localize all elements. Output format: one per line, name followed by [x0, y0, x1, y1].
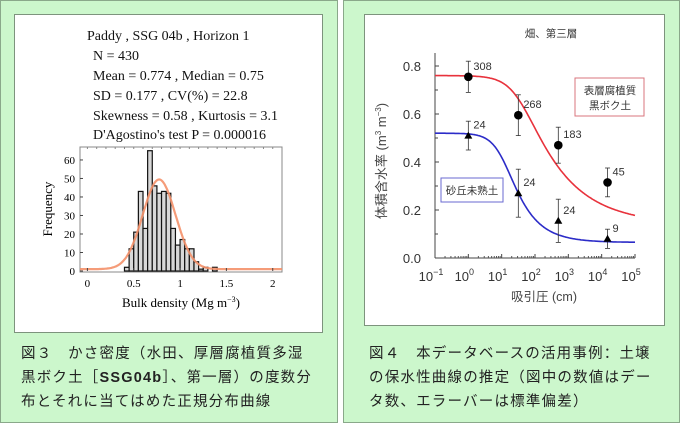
- histogram-bar: [165, 192, 172, 272]
- legend-label-andosol-2: 黒ボク土: [589, 99, 631, 112]
- y-tick-label: 50: [64, 173, 76, 185]
- caption-line: 布とそれに当てはめた正規分布曲線: [21, 394, 272, 410]
- x-axis-label: Bulk density (Mg m−3): [122, 295, 240, 310]
- caption-line: 図４ 本データベースの活用事例：土壌: [369, 346, 651, 362]
- y-tick-label: 10: [64, 247, 76, 259]
- caption-line: の保水性曲線の推定（図中の数値はデー: [369, 370, 652, 386]
- y-tick-label: 0.6: [403, 107, 421, 122]
- x-tick-label: 102: [521, 267, 540, 284]
- data-point-triangle: [464, 131, 473, 139]
- x-tick-label: 104: [588, 267, 607, 284]
- sample-count-label: 9: [613, 223, 619, 235]
- histogram-bar: [151, 185, 158, 272]
- histogram-bar: [179, 238, 186, 272]
- water-retention-chart: 0.0 0.2 0.4 0.6 0.8 10−1 100 101 102 103 104 105 畑、…: [374, 27, 645, 304]
- y-tick-label: 30: [64, 210, 76, 222]
- x-tick-label: 0.5: [127, 278, 141, 290]
- data-point-circle: [603, 178, 612, 187]
- sample-count-label: 24: [563, 205, 575, 217]
- sample-count-label: 183: [563, 129, 581, 141]
- stat-mean-median: Mean = 0.774 , Median = 0.75: [93, 69, 264, 84]
- data-point-circle: [553, 140, 563, 150]
- x-tick-label: 105: [621, 267, 640, 284]
- x-tick-label: 103: [555, 267, 574, 284]
- x-tick-label: 1: [177, 278, 183, 290]
- histogram-bar: [156, 192, 163, 272]
- stat-skew-kurt: Skewness = 0.58 , Kurtosis = 3.1: [93, 109, 278, 124]
- data-point-circle: [514, 110, 523, 120]
- y-tick-label: 0.4: [403, 155, 421, 170]
- sample-count-label: 24: [523, 177, 535, 189]
- caption-line: 図３ かさ密度（水田、厚層腐植質多湿: [21, 346, 304, 362]
- y-axis-label: Frequency: [40, 181, 55, 236]
- histogram-bar: [170, 227, 177, 272]
- legend-label-regosol: 砂丘未熟土: [446, 184, 499, 197]
- data-point-triangle: [603, 234, 612, 242]
- caption-line: タ数、エラーバーは標準偏差）: [369, 394, 589, 410]
- figure-4-caption: 図４ 本データベースの活用事例：土壌 の保水性曲線の推定（図中の数値はデー タ数…: [369, 342, 674, 414]
- x-tick-label: 1.5: [220, 278, 234, 290]
- sample-count-label: 45: [613, 166, 625, 178]
- y-tick-label: 0.2: [403, 203, 421, 218]
- histogram-chart: 0 10 20 30 40 50 60 0 0.5 1 1.5 2 Frequency Bulk d…: [40, 146, 283, 310]
- data-point-triangle: [554, 216, 563, 224]
- figure-4-panel: 0.0 0.2 0.4 0.6 0.8 10−1 100 101 102 103 104 105 畑、…: [343, 0, 680, 423]
- normal-fit-curve: [80, 178, 282, 271]
- histogram-bar: [137, 190, 144, 272]
- histogram-bar: [147, 150, 153, 272]
- chart-title: 畑、第三層: [525, 27, 578, 40]
- figure-3-frame: [14, 14, 323, 333]
- x-tick-label: 0: [85, 278, 91, 290]
- y-tick-label: 60: [64, 155, 76, 167]
- histogram-bar: [174, 244, 181, 272]
- figure-3-panel: Paddy , SSG 04b , Horizon 1 N = 430 Mean…: [0, 0, 338, 423]
- plot-frame: [79, 146, 283, 273]
- y-tick-label: 40: [64, 192, 76, 204]
- x-tick-label: 2: [270, 278, 276, 290]
- x-tick-label: 10−1: [419, 267, 444, 284]
- y-tick-label: 0.0: [403, 251, 421, 266]
- stat-dagostino: D'Agostino's test P = 0.000016: [93, 128, 267, 143]
- y-tick-label: 0.8: [403, 59, 421, 74]
- stat-title: Paddy , SSG 04b , Horizon 1: [87, 29, 250, 44]
- stat-n: N = 430: [93, 49, 140, 64]
- histogram-bar: [142, 227, 149, 272]
- sample-count-label: 268: [523, 99, 541, 111]
- y-tick-label: 20: [64, 229, 76, 241]
- histogram-bar: [123, 266, 130, 272]
- legend-box-andosol: [574, 77, 645, 117]
- sample-count-label: 308: [473, 61, 491, 73]
- data-point-circle: [464, 72, 473, 82]
- figure-3-caption: 図３ かさ密度（水田、厚層腐植質多湿 黒ボク土［SSG04b］、第一層）の度数分…: [21, 342, 326, 414]
- y-axis-label: 体積含水率 (m3 m−3): [374, 103, 389, 219]
- histogram-bar: [198, 268, 204, 272]
- legend-box-regosol: [440, 177, 504, 203]
- x-tick-label: 100: [455, 267, 474, 284]
- x-axis-label: 吸引圧 (cm): [511, 290, 577, 304]
- caption-line: 黒ボク土［SSG04b］、第一層）の度数分: [21, 370, 313, 386]
- sample-count-label: 24: [473, 120, 485, 132]
- data-point-triangle: [514, 189, 523, 197]
- legend-label-andosol-1: 表層腐植質: [584, 84, 637, 97]
- figure-4-frame: [364, 14, 665, 326]
- histogram-bar: [160, 190, 167, 272]
- y-tick-label: 0: [70, 266, 76, 278]
- stat-sd-cv: SD = 0.177 , CV(%) = 22.8: [93, 89, 248, 104]
- x-tick-label: 101: [488, 267, 507, 284]
